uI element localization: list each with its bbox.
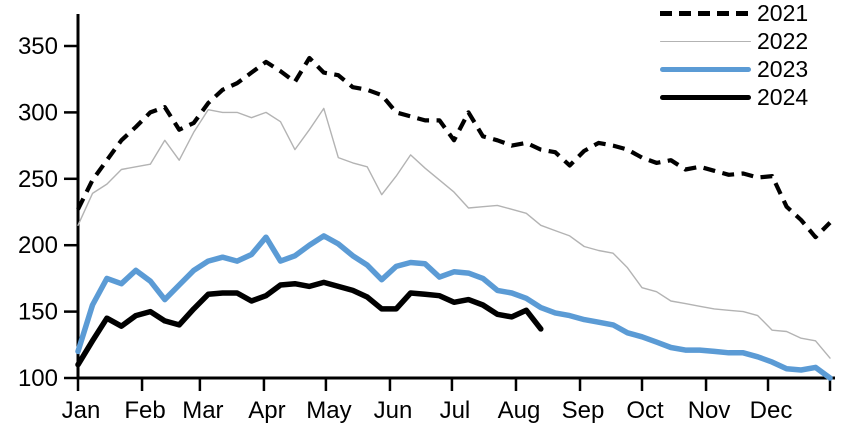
y-tick-label: 300 bbox=[18, 99, 58, 126]
series-line-2022 bbox=[77, 107, 831, 359]
x-tick-label: Dec bbox=[750, 397, 793, 424]
x-tick-label: Apr bbox=[248, 397, 285, 424]
x-tick-label: Nov bbox=[688, 397, 731, 424]
legend-label: 2024 bbox=[757, 84, 809, 110]
legend-item-2022: 2022 bbox=[660, 30, 808, 53]
legend-label: 2023 bbox=[757, 56, 809, 82]
legend-line-sample-2023 bbox=[660, 66, 751, 73]
x-tick-label: Feb bbox=[124, 397, 165, 424]
x-tick-label: Jun bbox=[374, 397, 413, 424]
y-tick-label: 200 bbox=[18, 232, 58, 259]
legend-item-2023: 2023 bbox=[660, 58, 808, 81]
x-tick-label: Oct bbox=[626, 397, 664, 424]
legend-label: 2021 bbox=[757, 0, 809, 26]
y-tick-label: 250 bbox=[18, 166, 58, 193]
chart-legend: 2021 2022 2023 2024 bbox=[660, 2, 808, 109]
x-tick-label: Mar bbox=[182, 397, 223, 424]
y-tick-label: 350 bbox=[18, 33, 58, 60]
legend-line-sample-2024 bbox=[660, 94, 751, 101]
y-tick-label: 150 bbox=[18, 299, 58, 326]
x-tick-label: Jan bbox=[62, 397, 101, 424]
x-tick-label: Jul bbox=[440, 397, 471, 424]
legend-label: 2022 bbox=[757, 28, 809, 54]
series-line-2021 bbox=[76, 55, 832, 240]
series-line-2024 bbox=[75, 279, 544, 368]
legend-item-2021: 2021 bbox=[660, 2, 808, 25]
legend-line-sample-2021 bbox=[660, 11, 751, 16]
series-line-2023 bbox=[75, 233, 833, 381]
legend-item-2024: 2024 bbox=[660, 86, 808, 109]
x-tick-label: Sep bbox=[562, 397, 605, 424]
y-tick-label: 100 bbox=[18, 365, 58, 392]
x-tick-label: Aug bbox=[498, 397, 541, 424]
x-tick-label: May bbox=[306, 397, 351, 424]
legend-line-sample-2022 bbox=[660, 40, 751, 43]
